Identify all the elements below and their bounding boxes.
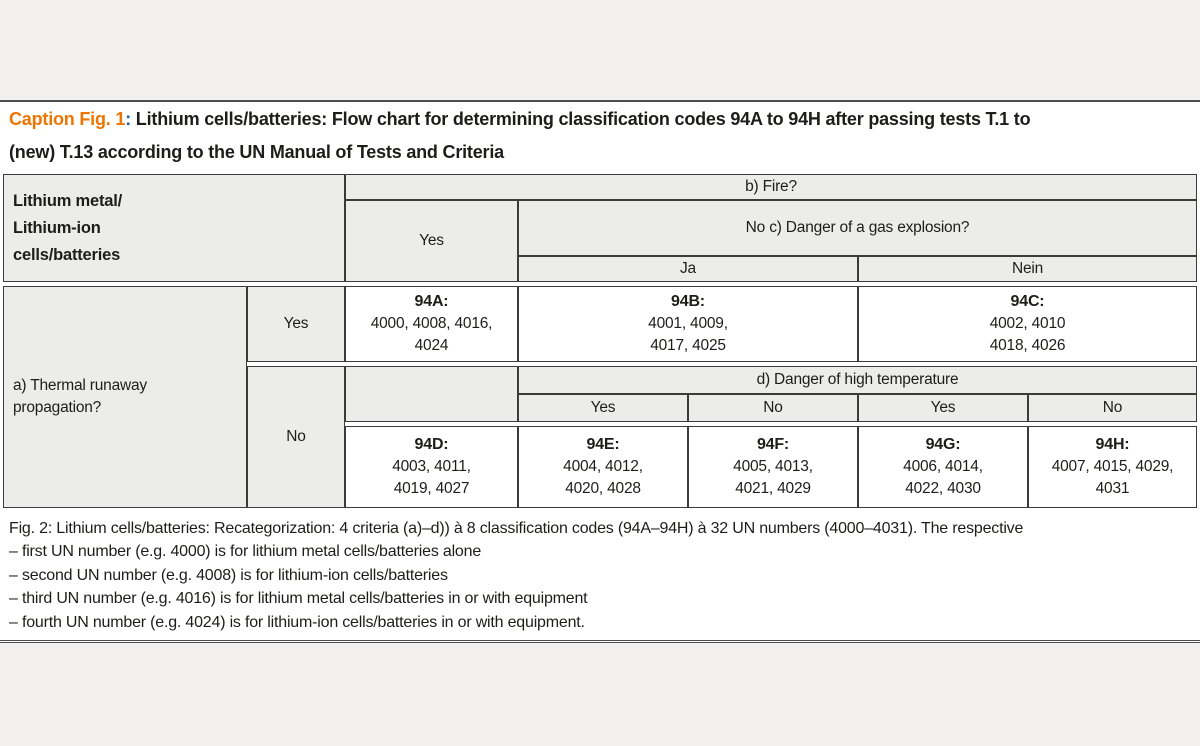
cell-94a-numbers: 4000, 4008, 4016, 4024: [370, 315, 493, 354]
cell-94a: 94A: 4000, 4008, 4016, 4024: [345, 286, 518, 362]
caption-text-line2: (new) T.13 according to the UN Manual of…: [9, 142, 504, 162]
cell-94b: 94B: 4001, 4009, 4017, 4025: [518, 286, 858, 362]
header-temp-yes-1: Yes: [518, 394, 688, 422]
cell-94d: 94D: 4003, 4011, 4019, 4027: [345, 426, 518, 508]
header-fire: b) Fire?: [345, 174, 1197, 200]
row-label-thermal-yes: Yes: [247, 286, 345, 362]
header-temp-no-2: No: [1028, 394, 1197, 422]
cell-94g-code: 94G:: [925, 436, 961, 453]
cell-94g: 94G: 4006, 4014, 4022, 4030: [858, 426, 1028, 508]
cell-94f: 94F: 4005, 4013, 4021, 4029: [688, 426, 858, 508]
footnote-line-1: Fig. 2: Lithium cells/batteries: Recateg…: [9, 520, 1024, 537]
cell-94d-numbers: 4003, 4011, 4019, 4027: [392, 458, 471, 497]
cell-94b-code: 94B:: [671, 293, 705, 310]
figure-caption: Caption Fig. 1: Lithium cells/batteries:…: [9, 103, 1195, 169]
empty-spacer-cell: [345, 366, 518, 422]
caption-colon: :: [125, 109, 131, 129]
header-gas-nein: Nein: [858, 256, 1197, 282]
footnote-line-4: – third UN number (e.g. 4016) is for lit…: [9, 590, 588, 608]
header-high-temperature: d) Danger of high temperature: [518, 366, 1197, 394]
cell-94b-numbers: 4001, 4009, 4017, 4025: [648, 315, 728, 354]
header-temp-no-1: No: [688, 394, 858, 422]
figure-footnote: Fig. 2: Lithium cells/batteries: Recateg…: [9, 517, 1195, 634]
cell-94g-numbers: 4006, 4014, 4022, 4030: [903, 458, 983, 497]
cell-94h: 94H: 4007, 4015, 4029, 4031: [1028, 426, 1197, 508]
cell-94d-code: 94D:: [414, 436, 449, 453]
cell-94h-numbers: 4007, 4015, 4029, 4031: [1051, 458, 1174, 497]
cell-94e-numbers: 4004, 4012, 4020, 4028: [563, 458, 643, 497]
header-temp-yes-2: Yes: [858, 394, 1028, 422]
corner-header-lithium-cells: Lithium metal/ Lithium-ion cells/batteri…: [3, 174, 345, 282]
row-label-thermal-no: No: [247, 366, 345, 508]
cell-94e-code: 94E:: [586, 436, 620, 453]
caption-text-line1: Lithium cells/batteries: Flow chart for …: [131, 109, 1031, 129]
cell-94e: 94E: 4004, 4012, 4020, 4028: [518, 426, 688, 508]
cell-94c-numbers: 4002, 4010 4018, 4026: [989, 315, 1066, 354]
cell-94f-code: 94F:: [756, 436, 790, 453]
header-fire-yes: Yes: [345, 200, 518, 282]
cell-94h-code: 94H:: [1095, 436, 1130, 453]
cell-94a-code: 94A:: [414, 293, 449, 310]
row-header-thermal-runaway: a) Thermal runaway propagation?: [3, 286, 247, 508]
header-no-gas-explosion: No c) Danger of a gas explosion?: [518, 200, 1197, 256]
caption-label: Caption Fig. 1: [9, 109, 126, 129]
cell-94f-numbers: 4005, 4013, 4021, 4029: [733, 458, 813, 497]
footnote-line-5: – fourth UN number (e.g. 4024) is for li…: [9, 613, 585, 631]
cell-94c-code: 94C:: [1010, 293, 1045, 310]
cell-94c: 94C: 4002, 4010 4018, 4026: [858, 286, 1197, 362]
header-gas-ja: Ja: [518, 256, 858, 282]
footnote-line-2: – first UN number (e.g. 4000) is for lit…: [9, 543, 482, 561]
footnote-line-3: – second UN number (e.g. 4008) is for li…: [9, 566, 448, 584]
